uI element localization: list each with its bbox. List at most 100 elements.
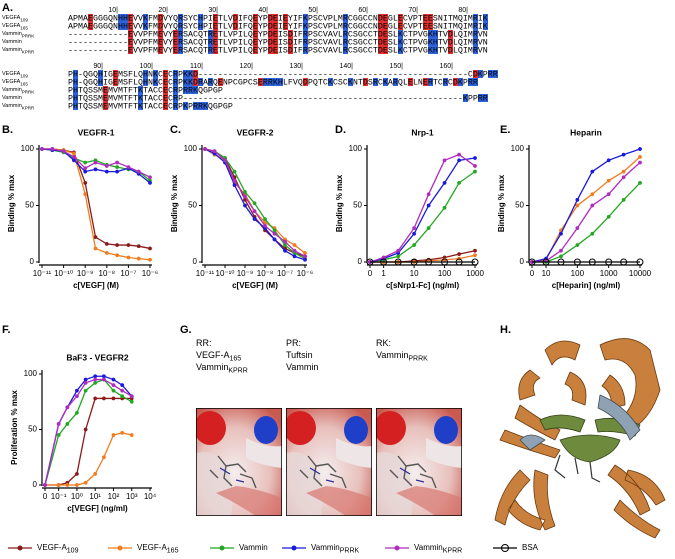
data-point (232, 169, 237, 174)
data-point (120, 383, 125, 388)
data-point (283, 239, 287, 244)
position-label: 110| (190, 63, 203, 70)
x-tick-label: 100 (571, 269, 585, 278)
data-point (83, 377, 88, 382)
residue-highlight (383, 46, 388, 54)
residue-highlight (473, 70, 478, 78)
data-point (61, 149, 66, 154)
data-point (473, 248, 477, 253)
residue-highlight (398, 46, 403, 54)
y-axis-label: Binding % max (497, 174, 506, 232)
residue-highlight (158, 46, 163, 54)
residue-highlight (483, 94, 488, 102)
residue-highlight (188, 86, 193, 94)
residue-highlight (378, 38, 383, 46)
legend-label-sub: KPRR (443, 547, 462, 554)
sequence: PHTQSSMEMVMTFTKTACCECRPKPRRKQGPGP (68, 102, 233, 112)
sequence: PHTQSSMEMVMTFTKTACCECRPRRKQGPGP (68, 86, 223, 96)
sequence: ------------EVVPFMEVYERSACQTRETLVPILQEYP… (68, 38, 488, 48)
residue-highlight (163, 86, 168, 94)
residue-highlight (383, 78, 388, 86)
x-tick-label: 1000 (466, 269, 484, 278)
residue-highlight (128, 38, 133, 46)
data-point (83, 388, 88, 393)
residue-highlight (303, 78, 308, 86)
residue-highlight (178, 14, 183, 22)
data-point (74, 394, 79, 399)
data-point (83, 160, 88, 165)
panel-label: G. (180, 324, 192, 336)
residue-highlight (103, 102, 108, 110)
residue-highlight (268, 78, 273, 86)
residue-highlight (88, 22, 93, 30)
data-point (638, 180, 642, 185)
residue-highlight (218, 78, 223, 86)
x-tick-label: 10 (410, 269, 419, 278)
legend-label: Vammin (239, 543, 268, 552)
panel-g-text-main: Vammin (376, 350, 408, 360)
residue-highlight (348, 78, 353, 86)
residue-highlight (113, 70, 118, 78)
panel-g-text: VamminKPRR (196, 362, 248, 374)
residue-highlight (103, 86, 108, 94)
panel-label: F. (2, 324, 11, 336)
panel-label: C. (170, 124, 181, 136)
chart-title: Heparin (570, 127, 602, 137)
residue-highlight (253, 22, 258, 30)
data-point (252, 217, 257, 222)
data-point (573, 258, 581, 266)
x-tick-label: 1000 (600, 269, 618, 278)
residue-highlight (423, 22, 428, 30)
residue-highlight (173, 94, 178, 102)
position-label: 50| (308, 7, 318, 14)
data-point (232, 178, 237, 183)
data-point (93, 246, 98, 251)
residue-highlight (208, 78, 213, 86)
data-point (120, 430, 125, 435)
data-point (115, 160, 120, 165)
residue-highlight (398, 22, 403, 30)
data-point (442, 205, 447, 210)
data-point (252, 209, 257, 214)
residue-highlight (473, 38, 478, 46)
residue-highlight (493, 70, 498, 78)
data-point (93, 396, 98, 401)
legend-marker (501, 544, 509, 552)
x-tick-label: 10⁻¹⁰ (216, 269, 235, 278)
series-line (532, 182, 641, 263)
position-label: 140| (340, 63, 354, 70)
panel-g-text: Tuftsin (286, 350, 313, 360)
sequence: APMAEGGGQNHHEVVKFMDVYQRSYCHPIETLVDIFQEYP… (68, 14, 488, 24)
residue-highlight (163, 70, 168, 78)
y-tick-label: 50 (188, 201, 197, 210)
data-point (212, 149, 217, 154)
legend-label-main: Vammin (414, 543, 443, 552)
residue-highlight (398, 38, 403, 46)
residue-highlight (378, 46, 383, 54)
data-point (43, 483, 47, 487)
residue-highlight (118, 22, 123, 30)
residue-highlight (398, 30, 403, 38)
y-axis-label: Binding % max (170, 174, 179, 232)
data-point (83, 380, 88, 385)
chart-title: VEGFR-1 (78, 127, 115, 137)
residue-highlight (273, 22, 278, 30)
position-label: 20| (158, 7, 168, 14)
x-tick-label: 10² (108, 492, 120, 501)
legend-label-main: VEGF-A (37, 543, 67, 552)
legend-label: VamminPRRK (311, 543, 360, 554)
surface-image (376, 408, 462, 516)
residue-highlight (343, 14, 348, 22)
data-point (621, 169, 626, 174)
residue-highlight (203, 102, 208, 110)
residue-highlight (198, 22, 203, 30)
residue-highlight (383, 38, 388, 46)
row-name-sub: 165 (20, 26, 28, 31)
residue-highlight (383, 14, 388, 22)
residue-highlight (163, 102, 168, 110)
x-tick-label: 0 (368, 269, 373, 278)
data-point (575, 197, 580, 202)
data-point (606, 214, 611, 219)
x-tick-label: 10⁻¹⁰ (54, 269, 73, 278)
